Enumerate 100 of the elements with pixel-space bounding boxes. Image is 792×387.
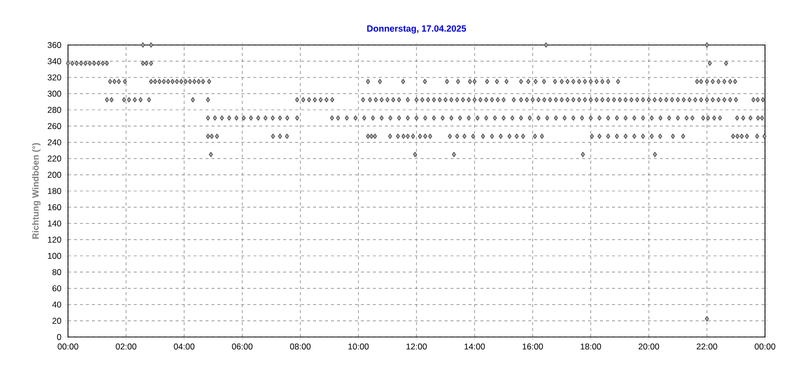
point: [566, 78, 570, 84]
point: [710, 78, 715, 84]
point: [174, 78, 179, 84]
point: [577, 78, 582, 84]
point: [632, 134, 636, 139]
point: [699, 78, 704, 84]
point: [66, 60, 70, 66]
point: [452, 152, 456, 157]
y-tick-label: 60: [52, 285, 62, 292]
x-tick-label: 16:00: [522, 344, 543, 350]
point: [534, 78, 538, 84]
point: [158, 78, 162, 84]
y-tick-label: 200: [48, 172, 62, 178]
point: [652, 152, 657, 157]
point: [366, 134, 370, 139]
point: [582, 78, 587, 84]
point: [650, 134, 654, 139]
y-tick-label: 220: [48, 156, 62, 162]
point: [472, 78, 477, 84]
point: [594, 78, 599, 84]
point: [735, 134, 740, 139]
point: [418, 134, 422, 139]
point: [716, 78, 720, 84]
point: [670, 134, 675, 139]
point: [388, 134, 392, 139]
point: [580, 152, 585, 157]
point: [396, 134, 400, 139]
point: [153, 78, 158, 84]
point: [704, 316, 709, 322]
point: [428, 134, 432, 139]
point: [215, 134, 219, 139]
point: [413, 152, 418, 157]
point: [745, 134, 749, 139]
point: [100, 60, 105, 66]
point: [498, 134, 503, 139]
point: [104, 60, 109, 66]
point: [681, 134, 686, 139]
point: [378, 78, 382, 84]
point: [724, 60, 728, 66]
point: [731, 134, 736, 139]
x-tick-label: 20:00: [638, 344, 660, 350]
point: [641, 134, 645, 139]
point: [74, 60, 79, 66]
point: [495, 78, 499, 84]
y-tick-label: 340: [48, 58, 62, 64]
y-tick-label: 0: [57, 334, 62, 340]
point: [704, 78, 709, 84]
point: [606, 134, 610, 139]
y-tick-label: 120: [48, 236, 62, 243]
point: [411, 134, 415, 139]
point: [571, 78, 576, 84]
y-tick-label: 40: [52, 302, 62, 308]
point: [112, 78, 116, 84]
x-tick-label: 22:00: [696, 344, 718, 350]
point: [373, 134, 377, 139]
point: [456, 78, 460, 84]
point: [210, 134, 214, 139]
point: [704, 42, 709, 48]
point: [445, 78, 449, 84]
point: [533, 134, 537, 139]
x-tick-label: 02:00: [116, 344, 136, 350]
point: [481, 134, 485, 139]
point: [184, 78, 188, 84]
point: [370, 134, 374, 139]
point: [179, 78, 184, 84]
point: [468, 78, 472, 84]
point: [733, 78, 738, 84]
point: [196, 78, 201, 84]
point: [490, 134, 494, 139]
point: [285, 134, 289, 139]
point: [422, 78, 427, 84]
point: [560, 78, 564, 84]
y-tick-label: 260: [48, 123, 62, 130]
point: [92, 60, 96, 66]
point: [144, 60, 148, 66]
point: [401, 134, 406, 139]
point: [507, 134, 512, 139]
point: [526, 78, 530, 84]
point: [455, 134, 460, 139]
point: [170, 78, 175, 84]
y-tick-label: 320: [48, 74, 62, 80]
point: [521, 134, 526, 139]
point: [162, 78, 166, 84]
point: [540, 134, 544, 139]
point: [462, 134, 466, 139]
point: [140, 42, 145, 48]
y-tick-label: 100: [48, 252, 62, 259]
point: [471, 134, 476, 139]
x-tick-label: 12:00: [406, 344, 427, 350]
y-tick-label: 240: [48, 139, 62, 146]
y-tick-label: 20: [52, 318, 62, 324]
point: [192, 78, 196, 84]
point: [542, 78, 546, 84]
x-tick-label: 04:00: [174, 344, 194, 350]
point: [590, 134, 594, 139]
point: [606, 78, 610, 84]
point: [401, 78, 406, 84]
point: [166, 78, 170, 84]
point: [708, 60, 712, 66]
y-tick-label: 140: [48, 220, 62, 226]
